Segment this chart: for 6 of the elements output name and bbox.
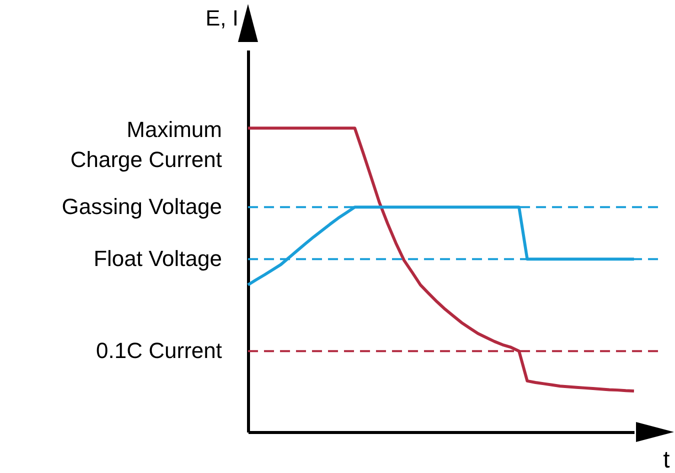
x-axis-title: t bbox=[663, 446, 670, 473]
text: Maximum Charge Current bbox=[70, 117, 222, 172]
y-axis-title: E, I bbox=[205, 6, 238, 30]
ref-line-label: Float Voltage bbox=[94, 246, 222, 272]
ref-line-label: 0.1C Current bbox=[96, 338, 222, 364]
ref-line-label: Gassing Voltage bbox=[62, 194, 222, 220]
